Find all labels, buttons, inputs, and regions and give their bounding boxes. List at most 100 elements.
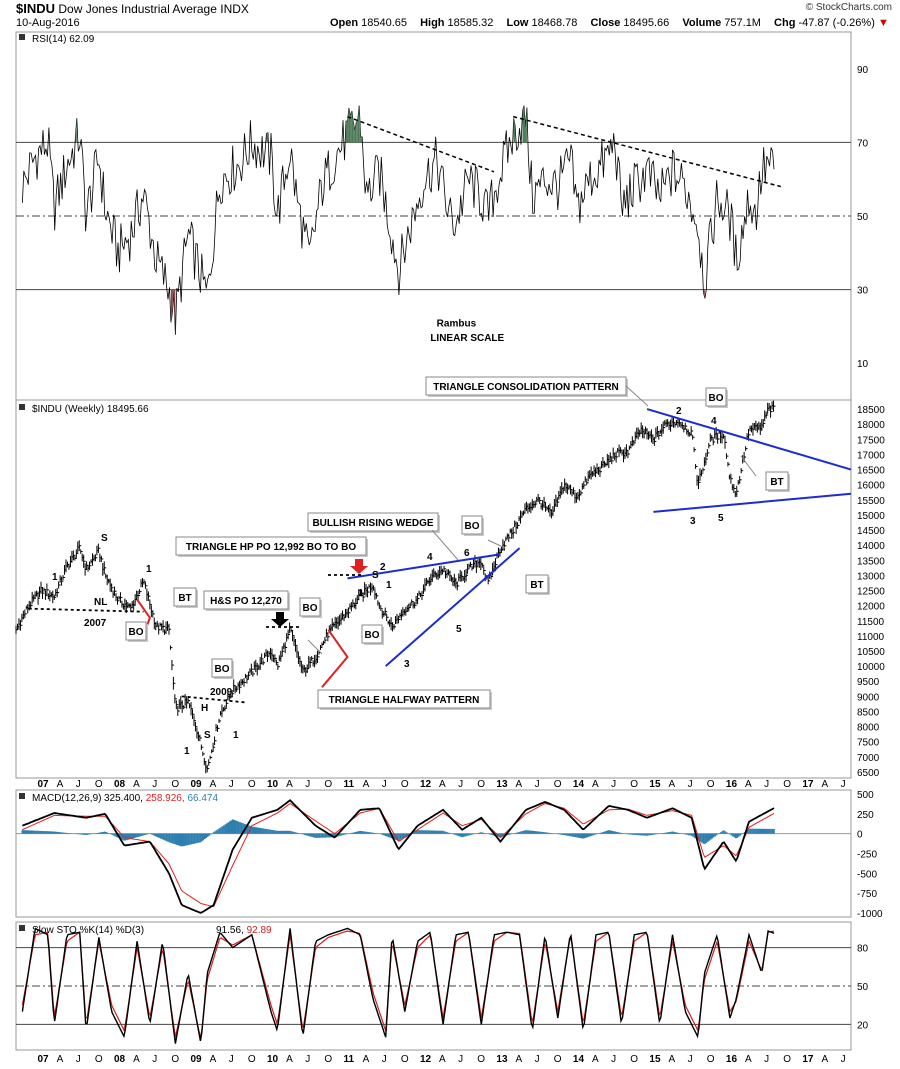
x-axis-tick-label: A bbox=[745, 1054, 752, 1065]
x-axis-tick-label: J bbox=[305, 779, 310, 790]
chart-header: $INDU Dow Jones Industrial Average INDX … bbox=[0, 0, 900, 32]
x-axis-tick-label: J bbox=[229, 1054, 234, 1065]
rsi-overbought-fill bbox=[525, 107, 527, 143]
x-axis-tick-label: A bbox=[57, 779, 64, 790]
x-axis-tick-label: 08 bbox=[114, 779, 126, 790]
price-ytick-label: 11000 bbox=[857, 632, 885, 643]
quote-strip: Open 18540.65 High 18585.32 Low 18468.78 Cl… bbox=[330, 17, 889, 29]
pattern-trendline bbox=[385, 547, 521, 667]
x-axis-tick-label: 11 bbox=[343, 779, 354, 790]
pattern-text: 2007 bbox=[84, 618, 107, 629]
rsi-overbought-fill bbox=[345, 121, 348, 143]
price-ytick-label: 13000 bbox=[857, 571, 885, 582]
price-ytick-label: 16000 bbox=[857, 481, 885, 492]
bo-label bbox=[705, 387, 727, 407]
x-axis-tick-label: J bbox=[76, 1054, 81, 1065]
price-ytick-label: 7000 bbox=[857, 753, 880, 764]
x-axis-tick-label: J bbox=[76, 779, 81, 790]
wave-number: 6 bbox=[464, 548, 470, 559]
bo-label bbox=[211, 658, 233, 678]
x-axis-tick-label: O bbox=[707, 779, 715, 790]
x-axis-tick-label: 15 bbox=[649, 779, 661, 790]
x-axis-tick-label: O bbox=[477, 1054, 485, 1065]
x-axis-tick-label: J bbox=[152, 1054, 157, 1065]
price-ytick-label: 11500 bbox=[857, 617, 885, 628]
triangle-halfway-label-text: TRIANGLE HALFWAY PATTERN bbox=[329, 695, 480, 706]
rsi-legend-swatch bbox=[19, 34, 25, 40]
x-axis-tick-label: A bbox=[57, 1054, 64, 1065]
x-axis-tick-label: 09 bbox=[190, 1054, 202, 1065]
x-axis-tick-label: A bbox=[439, 779, 446, 790]
quote-label-open: Open bbox=[330, 17, 359, 29]
price-ytick-label: 9000 bbox=[857, 692, 880, 703]
rsi-overbought-fill bbox=[359, 105, 361, 143]
macd-legend-swatch bbox=[19, 793, 25, 799]
wave-number: 5 bbox=[718, 513, 724, 524]
bo-label bbox=[361, 624, 383, 644]
macd-panel-frame bbox=[15, 789, 852, 918]
price-ytick-label: 9500 bbox=[857, 677, 880, 688]
sto-ytick-label: 50 bbox=[857, 982, 869, 993]
x-axis-tick-label: O bbox=[248, 1054, 256, 1065]
x-axis-tick-label: A bbox=[133, 1054, 140, 1065]
hs-label: 1 bbox=[184, 746, 190, 757]
rsi-overbought-fill bbox=[360, 136, 363, 143]
bo-label-text: BO bbox=[709, 393, 724, 404]
rsi-oversold-fill bbox=[703, 289, 705, 299]
x-axis-tick-label: J bbox=[764, 779, 769, 790]
x-axis-tick-label: A bbox=[210, 779, 217, 790]
price-ytick-label: 6500 bbox=[857, 768, 880, 779]
x-axis-tick-label: J bbox=[458, 779, 463, 790]
neckline-trendline bbox=[181, 695, 246, 704]
linear-scale-annotation: LINEAR SCALE bbox=[430, 333, 504, 344]
x-axis-tick-label: A bbox=[745, 779, 752, 790]
macd-panel-title: MACD(12,26,9) bbox=[32, 793, 101, 804]
sto-k-line bbox=[21, 927, 775, 1044]
x-axis-tick-label: J bbox=[152, 779, 157, 790]
x-axis-tick-label: O bbox=[554, 1054, 562, 1065]
neckline-trendline bbox=[28, 607, 144, 613]
x-axis-tick-label: O bbox=[477, 779, 485, 790]
price-ytick-label: 18500 bbox=[857, 405, 885, 416]
rsi-overbought-fill bbox=[513, 118, 516, 143]
price-ytick-label: 8500 bbox=[857, 707, 880, 718]
x-axis-tick-label: 16 bbox=[726, 779, 738, 790]
rsi-ytick-label: 10 bbox=[857, 359, 869, 370]
price-ytick-label: 14000 bbox=[857, 541, 885, 552]
x-axis-tick-label: A bbox=[516, 1054, 523, 1065]
x-axis-tick-label: A bbox=[363, 779, 370, 790]
rsi-overbought-fill bbox=[354, 122, 357, 143]
price-ytick-label: 10000 bbox=[857, 662, 885, 673]
x-axis-tick-label: A bbox=[822, 1054, 829, 1065]
rsi-ytick-label: 30 bbox=[857, 286, 869, 297]
x-axis-tick-label: A bbox=[822, 779, 829, 790]
hs-label: S bbox=[204, 730, 211, 741]
pattern-text: 2009 bbox=[210, 687, 233, 698]
x-axis-tick-label: 10 bbox=[267, 1054, 279, 1065]
macd-ytick-label: 0 bbox=[857, 830, 863, 841]
x-axis-tick-label: J bbox=[535, 779, 540, 790]
x-axis-tick-label: 15 bbox=[649, 1054, 661, 1065]
bt-label bbox=[765, 471, 789, 491]
price-panel-title: $INDU (Weekly) 18495.66 bbox=[32, 404, 149, 415]
x-axis-tick-label: O bbox=[630, 779, 638, 790]
x-axis-tick-label: 14 bbox=[573, 1054, 585, 1065]
rsi-oversold-fill bbox=[170, 289, 173, 323]
bo-label bbox=[299, 597, 321, 617]
price-ytick-label: 17000 bbox=[857, 450, 885, 461]
bo-label bbox=[125, 621, 147, 641]
price-ytick-label: 15500 bbox=[857, 496, 885, 507]
x-axis-tick-label: 12 bbox=[420, 1054, 432, 1065]
price-panel-frame bbox=[15, 399, 852, 779]
hs-label: 1 bbox=[386, 580, 392, 591]
bo-label-text: BO bbox=[465, 521, 480, 532]
price-ytick-label: 17500 bbox=[857, 435, 885, 446]
pattern-trendline bbox=[347, 553, 501, 580]
rsi-overbought-fill bbox=[75, 118, 77, 143]
rsi-overbought-fill bbox=[266, 132, 269, 143]
x-axis-tick-label: 14 bbox=[573, 779, 585, 790]
hs-po-label-text: H&S PO 12,270 bbox=[210, 596, 282, 607]
rsi-overbought-fill bbox=[357, 105, 360, 143]
x-axis-tick-label: 11 bbox=[343, 1054, 354, 1065]
